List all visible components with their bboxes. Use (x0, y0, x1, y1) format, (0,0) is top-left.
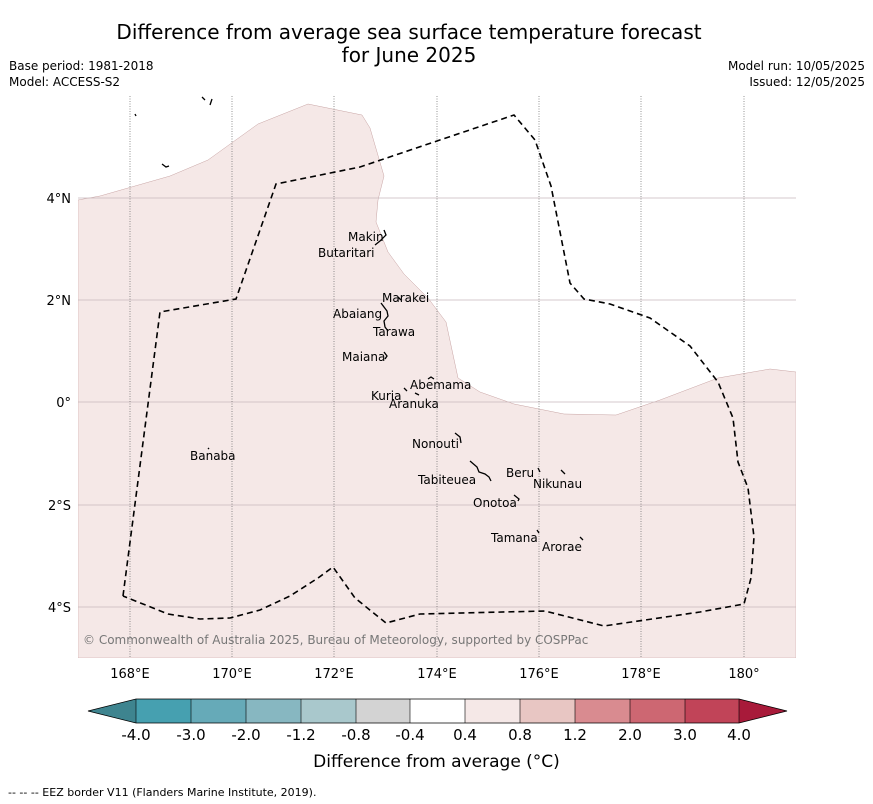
colorbar-segment (739, 699, 787, 723)
colorbar-tick: 1.2 (563, 726, 587, 744)
lon-tick-label: 174°E (417, 667, 457, 682)
colorbar-segment (136, 699, 191, 723)
model-run: Model run: 10/05/2025 (727, 59, 865, 73)
colorbar-label: Difference from average (°C) (313, 752, 560, 772)
colorbar-segment (520, 699, 575, 723)
island-label-tamana: Tamana (490, 531, 538, 545)
colorbar-tick-labels: -4.0 -3.0 -2.0 -1.2 -0.8 -0.4 0.4 0.8 1.… (121, 726, 751, 744)
island-label-aranuka: Aranuka (389, 397, 439, 411)
island-label-marakei: Marakei (382, 291, 429, 305)
island-label-abemama: Abemama (410, 378, 471, 392)
island-labels: Makin Butaritari Marakei Abaiang Tarawa … (190, 230, 582, 554)
island-label-tabiteuea: Tabiteuea (417, 473, 476, 487)
colorbar-tick: 4.0 (727, 726, 751, 744)
island-label-onotoa: Onotoa (473, 496, 517, 510)
colorbar-segment (191, 699, 246, 723)
colorbar-segment (575, 699, 630, 723)
meta-left: Base period: 1981-2018 Model: ACCESS-S2 (9, 58, 154, 90)
island-label-maiana: Maiana (342, 350, 385, 364)
colorbar-segment (246, 699, 301, 723)
colorbar-tick: 0.8 (508, 726, 532, 744)
island-shapes (134, 96, 584, 541)
lat-tick-label: 4°N (47, 192, 72, 207)
lat-tick-label: 2°S (48, 499, 71, 514)
lon-tick-label: 180° (728, 667, 759, 682)
lat-tick-label: 0° (56, 396, 71, 411)
island-label-nonouti: Nonouti (412, 437, 459, 451)
colorbar-tick: -3.0 (176, 726, 205, 744)
lon-tick-label: 170°E (212, 667, 252, 682)
colorbar-segment (410, 699, 465, 723)
copyright-text: © Commonwealth of Australia 2025, Bureau… (83, 633, 588, 647)
lon-tick-label: 178°E (621, 667, 661, 682)
lon-tick-label: 172°E (314, 667, 354, 682)
island-label-nikunau: Nikunau (533, 477, 582, 491)
colorbar-tick: 0.4 (453, 726, 477, 744)
island-label-abaiang: Abaiang (333, 307, 382, 321)
colorbar-tick: -0.8 (341, 726, 370, 744)
colorbar-segment (630, 699, 685, 723)
base-period: Base period: 1981-2018 (9, 59, 154, 73)
colorbar-dividers (135, 699, 740, 723)
colorbar-tick: -1.2 (286, 726, 315, 744)
colorbar-tick: -2.0 (231, 726, 260, 744)
lon-gridlines (129, 96, 745, 658)
island-label-beru: Beru (506, 466, 534, 480)
issued-date: Issued: 12/05/2025 (749, 75, 865, 89)
page-title: Difference from average sea surface temp… (116, 20, 702, 67)
eez-legend-note: -- -- -- EEZ border V11 (Flanders Marine… (8, 786, 317, 799)
island-label-banaba: Banaba (190, 449, 236, 463)
colorbar-tick: -0.4 (395, 726, 424, 744)
island-label-butaritari: Butaritari (318, 246, 375, 260)
eez-border (122, 114, 755, 627)
meta-right: Model run: 10/05/2025 Issued: 12/05/2025 (728, 58, 865, 90)
island-label-kuria: Kuria (371, 389, 402, 403)
colorbar-tick: 2.0 (618, 726, 642, 744)
island-label-makin: Makin (348, 230, 384, 244)
island-label-tarawa: Tarawa (372, 325, 415, 339)
colorbar-tick: -4.0 (121, 726, 150, 744)
island-label-arorae: Arorae (542, 540, 582, 554)
lat-tick-label: 2°N (47, 294, 72, 309)
lon-tick-labels: 168°E 170°E 172°E 174°E 176°E 178°E 180° (110, 667, 759, 682)
lat-tick-labels: 4°N 2°N 0° 2°S 4°S (47, 192, 72, 616)
colorbar-segment (88, 699, 136, 723)
colorbar-segment (685, 699, 739, 723)
colorbar-segment (356, 699, 410, 723)
lat-tick-label: 4°S (48, 601, 71, 616)
lon-tick-label: 168°E (110, 667, 150, 682)
model-name: Model: ACCESS-S2 (9, 75, 121, 89)
colorbar-segment (465, 699, 520, 723)
colorbar: -4.0 -3.0 -2.0 -1.2 -0.8 -0.4 0.4 0.8 1.… (87, 698, 788, 744)
lon-tick-label: 176°E (519, 667, 559, 682)
colorbar-segment (301, 699, 356, 723)
colorbar-tick: 3.0 (673, 726, 697, 744)
